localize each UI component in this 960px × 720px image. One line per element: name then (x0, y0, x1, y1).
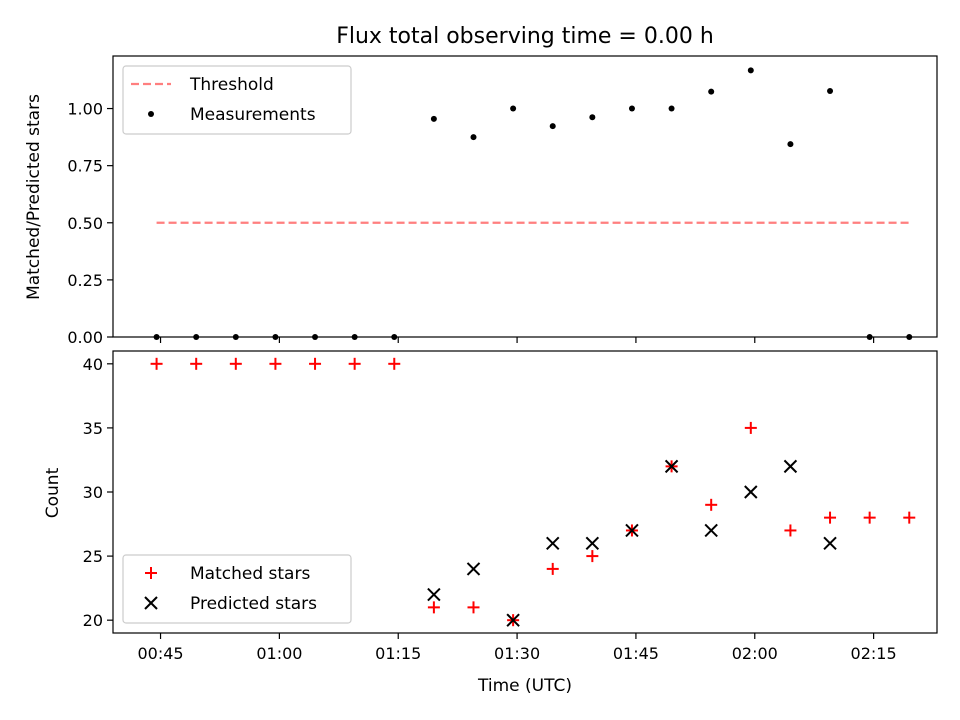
x-tick-label: 01:00 (256, 644, 302, 663)
data-point (744, 485, 758, 499)
data-point (506, 613, 520, 627)
x-axis-label: Time (UTC) (477, 676, 572, 696)
y-tick-label: 30 (83, 483, 103, 502)
data-point (784, 524, 797, 537)
data-point (430, 115, 437, 122)
data-point (787, 141, 794, 148)
y-tick-label: 25 (83, 547, 103, 566)
ratio-panel: 0.00 0.25 0.50 0.75 1.00 Threshold Measurement… (67, 55, 938, 347)
legend: Threshold Measurements (122, 65, 352, 135)
y-tick-label: 20 (83, 611, 103, 630)
chart-title: Flux total observing time = 0.00 h (336, 24, 714, 49)
legend-box (122, 65, 352, 135)
y-tick-label: 0.75 (67, 157, 103, 176)
data-point (903, 511, 916, 524)
legend-label: Predicted stars (190, 594, 317, 614)
data-point (348, 357, 361, 370)
data-point (309, 357, 322, 370)
data-point (388, 357, 401, 370)
x-tick-label: 02:00 (732, 644, 778, 663)
data-point (625, 523, 639, 538)
data-point (190, 357, 203, 370)
x-tick-label: 02:15 (851, 644, 897, 663)
top-y-axis-label: Matched/Predicted stars (24, 94, 44, 300)
data-point (586, 550, 599, 563)
data-point (470, 134, 477, 141)
legend-x-marker (144, 596, 158, 610)
legend: Matched stars Predicted stars (122, 554, 352, 624)
data-point (827, 87, 834, 94)
y-tick-label: 40 (83, 355, 103, 374)
x-tick-label: 01:45 (613, 644, 659, 663)
data-point (783, 459, 798, 474)
data-point (427, 601, 440, 614)
data-point (824, 511, 837, 524)
data-point (546, 562, 559, 575)
legend-dot-marker (148, 111, 154, 117)
y-tick-label: 0.50 (67, 214, 103, 233)
legend-label: Threshold (189, 75, 274, 95)
data-point (823, 536, 837, 550)
data-point (705, 498, 718, 511)
data-point (585, 536, 600, 550)
data-point (863, 511, 876, 524)
data-point (664, 459, 679, 474)
data-point (708, 88, 715, 95)
data-point (546, 536, 560, 550)
data-point (150, 357, 163, 370)
x-tick-label: 01:15 (375, 644, 421, 663)
data-point (427, 587, 441, 602)
data-point (549, 123, 556, 130)
y-tick-label: 35 (83, 419, 103, 438)
data-point (467, 601, 480, 614)
bottom-y-axis-label: Count (43, 467, 63, 518)
data-point (229, 357, 242, 370)
plot-frame (112, 350, 938, 634)
series-predicted-stars (427, 459, 837, 627)
data-point (510, 105, 517, 112)
data-point (744, 421, 757, 434)
legend-box (122, 554, 352, 624)
data-point (466, 562, 481, 576)
data-point (747, 67, 754, 74)
y-tick-label: 0.25 (67, 271, 103, 290)
x-tick-label: 00:45 (137, 644, 183, 663)
data-point (589, 114, 596, 121)
legend-plus-marker (145, 567, 157, 579)
count-panel: 20 25 30 35 40 00:45 01:00 01:15 01:30 01:45 02:00… (83, 350, 938, 663)
y-tick-label: 0.00 (67, 328, 103, 347)
legend-label: Matched stars (190, 564, 310, 584)
data-point (269, 357, 282, 370)
data-point (704, 523, 718, 538)
legend-label: Measurements (190, 105, 316, 125)
data-point (668, 105, 675, 112)
y-tick-label: 1.00 (67, 100, 103, 119)
plot-frame (112, 55, 938, 338)
x-tick-label: 01:30 (494, 644, 540, 663)
data-point (628, 105, 635, 112)
